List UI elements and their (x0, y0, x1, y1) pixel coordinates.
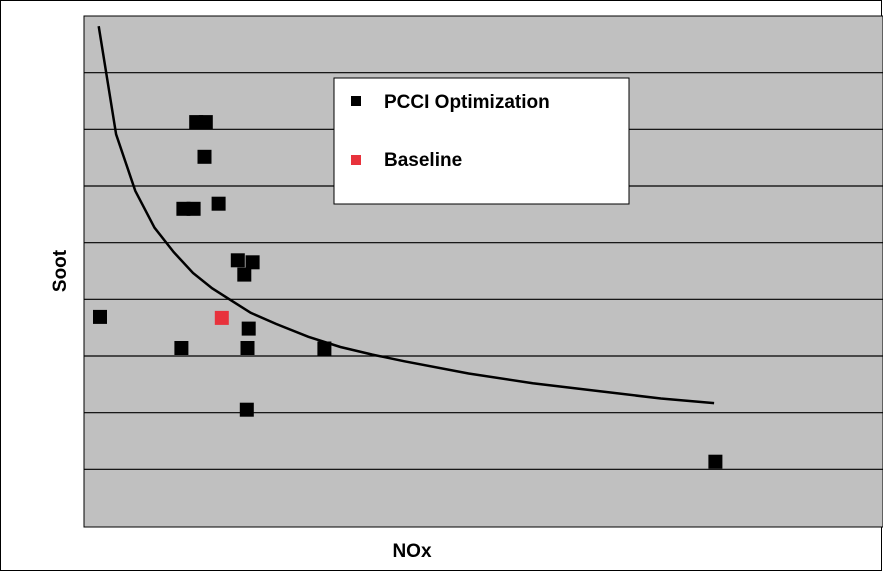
pcci-data-point (237, 267, 252, 282)
pcci-data-point (240, 341, 255, 355)
pcci-data-point (230, 253, 245, 268)
trend-curve (97, 26, 715, 405)
pcci-data-point (174, 341, 189, 355)
legend-marker-pcci (351, 96, 361, 106)
legend-label-pcci: PCCI Optimization (384, 92, 550, 113)
pcci-data-point (245, 255, 260, 270)
pcci-data-point (197, 149, 212, 164)
legend-box (333, 77, 630, 205)
pcci-data-point (708, 454, 723, 469)
pcci-data-point (211, 196, 226, 211)
pcci-data-point (93, 309, 107, 324)
y-axis-label: Soot (50, 249, 71, 292)
pcci-data-point (317, 341, 332, 356)
data-points (93, 115, 723, 469)
legend-marker-baseline (351, 155, 361, 165)
baseline-data-point (214, 310, 229, 325)
x-axis-label: NOx (392, 541, 432, 562)
pcci-data-point (239, 402, 254, 417)
pcci-data-point (186, 201, 201, 216)
pcci-data-point (198, 115, 213, 130)
legend-label-baseline: Baseline (384, 150, 462, 171)
legend: PCCI Optimization Baseline (333, 77, 630, 205)
pcci-data-point (241, 321, 256, 336)
